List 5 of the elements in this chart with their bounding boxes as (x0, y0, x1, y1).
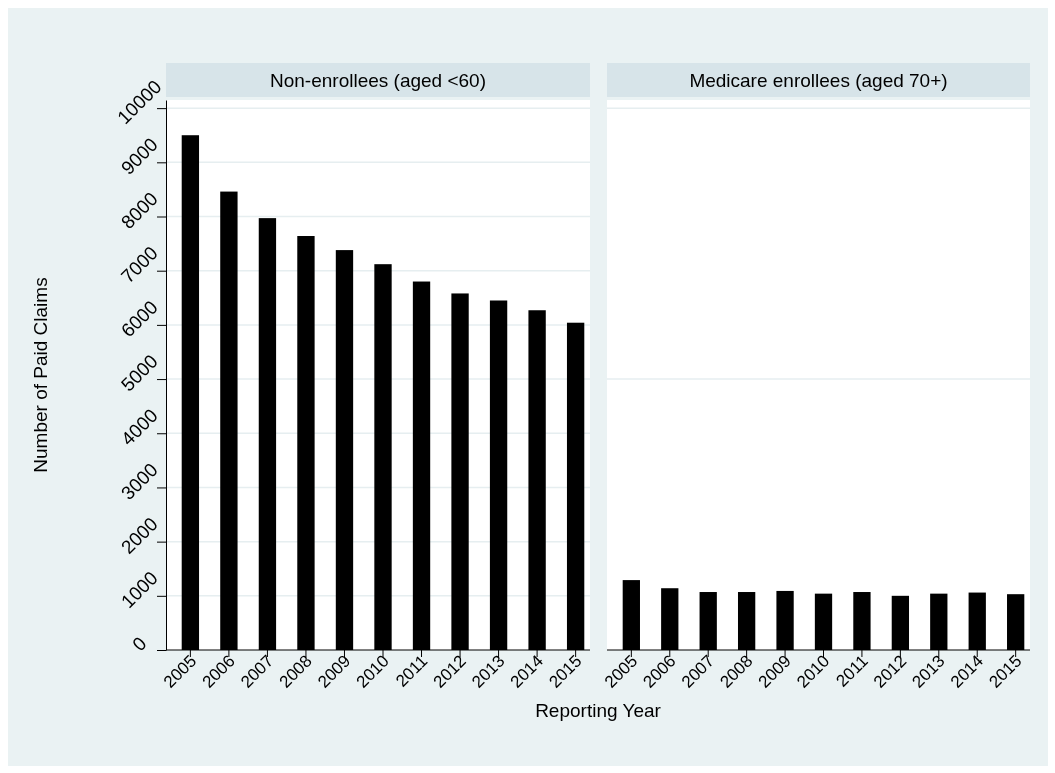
y-axis-title: Number of Paid Claims (30, 277, 51, 473)
chart-title: Medicare enrollees (aged 70+) (689, 70, 948, 91)
y-tick-label: 0 (128, 632, 151, 656)
x-axis-title: Reporting Year (535, 700, 662, 721)
chart-title: Non-enrollees (aged <60) (270, 70, 486, 91)
